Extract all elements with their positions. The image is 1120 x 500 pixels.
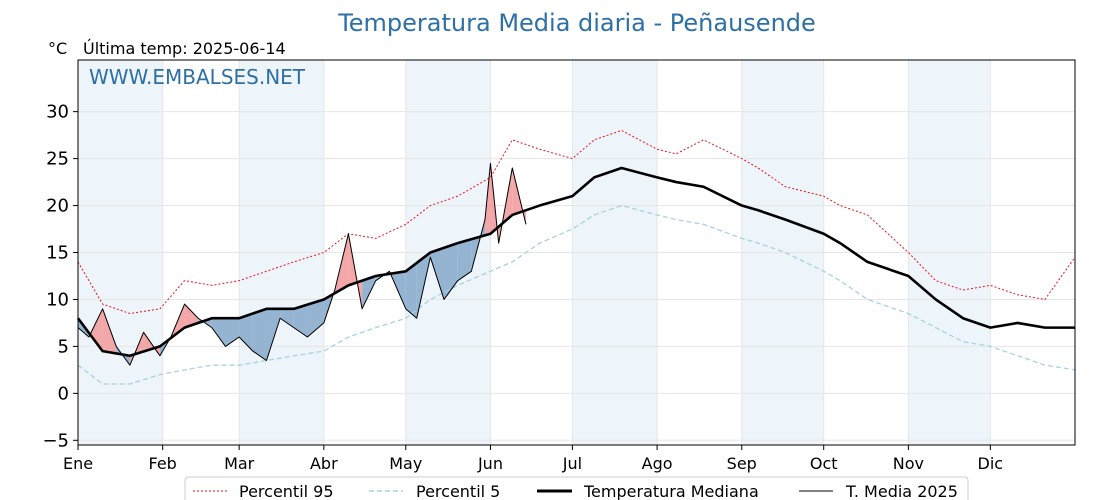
series-p95-line bbox=[77, 129, 1076, 315]
fill-above-median bbox=[184, 304, 199, 328]
legend-media2025-label: T. Media 2025 bbox=[845, 482, 958, 500]
fill-above-median bbox=[102, 308, 117, 354]
fill-below-median bbox=[405, 262, 417, 319]
x-tick-label: Feb bbox=[149, 454, 177, 473]
fill-below-median bbox=[430, 247, 445, 300]
legend-median-label: Temperatura Mediana bbox=[583, 482, 759, 500]
y-tick-label: 15 bbox=[46, 243, 69, 264]
series-p5-line bbox=[77, 204, 1076, 385]
y-tick-label: 0 bbox=[58, 383, 69, 404]
legend-frame bbox=[184, 476, 969, 500]
fill-below-median bbox=[266, 308, 281, 361]
series-media2025-line bbox=[77, 162, 527, 366]
fill-below-median bbox=[239, 313, 253, 352]
y-tick-label: 30 bbox=[46, 102, 69, 123]
x-tick-label: May bbox=[389, 454, 422, 473]
fill-below-median bbox=[211, 318, 226, 347]
fill-below-median bbox=[280, 308, 294, 328]
y-tick-label: 20 bbox=[46, 196, 69, 217]
fill-below-median bbox=[307, 299, 324, 338]
x-tick-label: Mar bbox=[224, 454, 255, 473]
legend-p5-label: Percentil 5 bbox=[416, 482, 500, 500]
x-tick-label: Ene bbox=[63, 454, 93, 473]
last-temp-label: Última temp: 2025-06-14 bbox=[83, 39, 286, 58]
legend: Percentil 95 Percentil 5 Temperatura Med… bbox=[184, 476, 969, 500]
chart-title: Temperatura Media diaria - Peñausende bbox=[337, 9, 816, 37]
unit-label: °C bbox=[48, 39, 67, 58]
x-tick-label: Nov bbox=[893, 454, 924, 473]
series-median-line bbox=[76, 166, 1075, 358]
x-tick-label: Oct bbox=[810, 454, 838, 473]
x-tick-label: Sep bbox=[727, 454, 757, 473]
fill-below-median bbox=[444, 243, 458, 300]
fill-below-median bbox=[457, 239, 472, 281]
y-tick-label: 25 bbox=[46, 149, 69, 170]
y-tick-label: 5 bbox=[58, 336, 69, 357]
y-tick-label: 10 bbox=[46, 289, 69, 310]
x-tick-label: Dic bbox=[978, 454, 1004, 473]
x-tick-label: Jul bbox=[562, 454, 582, 473]
watermark: WWW.EMBALSES.NET bbox=[89, 65, 306, 89]
y-tick-label: −5 bbox=[42, 430, 69, 451]
fill-below-median bbox=[252, 308, 267, 361]
legend-p95-label: Percentil 95 bbox=[239, 482, 334, 500]
fill-below-median bbox=[362, 275, 376, 309]
x-tick-label: Jun bbox=[477, 454, 503, 473]
fill-above-median bbox=[88, 308, 103, 352]
x-tick-label: Abr bbox=[310, 454, 338, 473]
fill-below-median bbox=[293, 304, 308, 338]
x-tick-label: Ago bbox=[642, 454, 673, 473]
plot-area: −5 0 5 10 15 20 25 30 Ene Feb Mar Abr May Jun Jul Ago Se… bbox=[42, 59, 1076, 473]
